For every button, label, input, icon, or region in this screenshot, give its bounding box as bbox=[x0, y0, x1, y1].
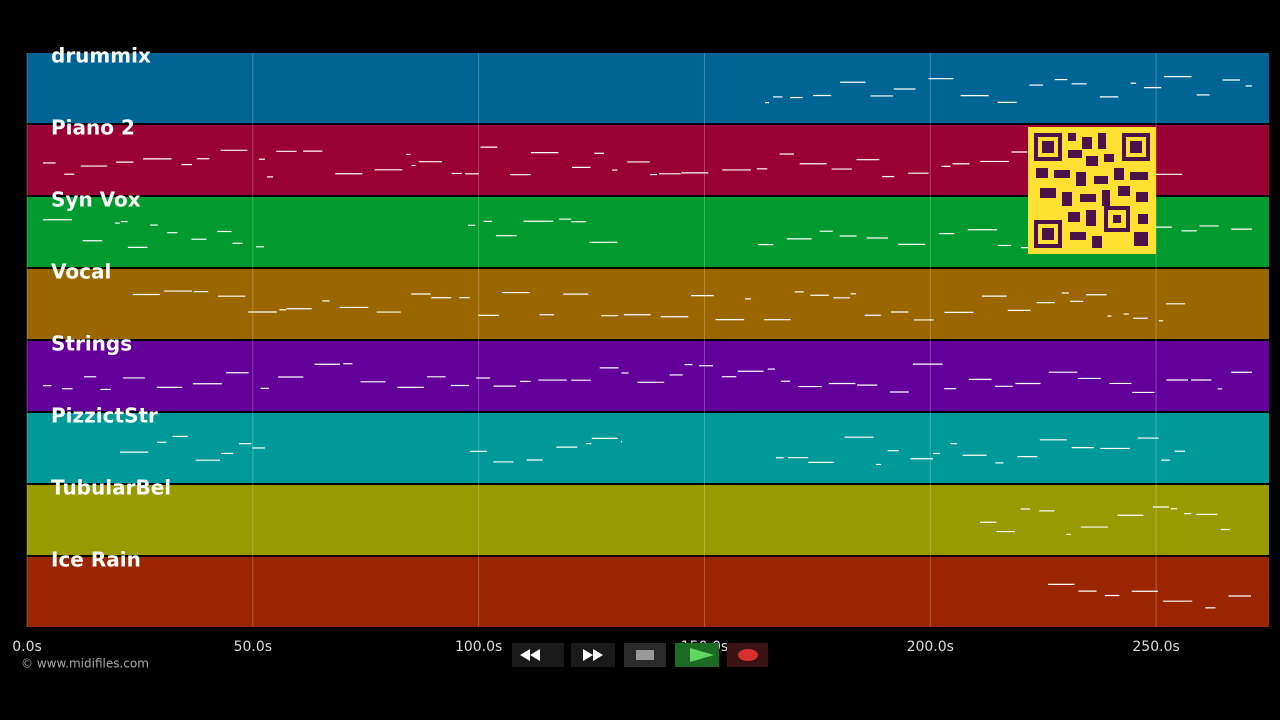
time-grid bbox=[26, 53, 1157, 627]
time-label: 100.0s bbox=[455, 639, 502, 655]
track-name: Vocal bbox=[51, 260, 111, 284]
track-name: TubularBel bbox=[51, 476, 171, 500]
track-lane bbox=[27, 413, 1269, 483]
time-label: 250.0s bbox=[1132, 639, 1179, 655]
track-lane bbox=[27, 341, 1269, 411]
time-label: 0.0s bbox=[12, 639, 42, 655]
track-lane bbox=[27, 485, 1269, 555]
time-label: 50.0s bbox=[234, 639, 272, 655]
qr-code bbox=[1028, 127, 1156, 254]
track-lane bbox=[27, 557, 1269, 627]
track-name: drummix bbox=[51, 44, 151, 68]
time-label: 200.0s bbox=[907, 639, 954, 655]
track-names: drummix Piano 2 Syn Vox Vocal Strings Pizzict… bbox=[51, 44, 171, 572]
track-name: Piano 2 bbox=[51, 116, 135, 140]
record-button[interactable] bbox=[727, 643, 768, 667]
copyright: © www.midifiles.com bbox=[21, 657, 149, 671]
transport-controls bbox=[512, 643, 768, 667]
play-button[interactable] bbox=[675, 643, 719, 667]
track-lane bbox=[27, 53, 1269, 123]
track-name: Ice Rain bbox=[51, 548, 141, 572]
stop-button[interactable] bbox=[624, 643, 666, 667]
track-name: Strings bbox=[51, 332, 132, 356]
track-name: Syn Vox bbox=[51, 188, 141, 212]
track-name: PizzictStr bbox=[51, 404, 158, 428]
notes bbox=[43, 76, 1252, 609]
fast-forward-button[interactable] bbox=[571, 643, 615, 667]
track-lane bbox=[27, 269, 1269, 339]
rewind-button[interactable] bbox=[512, 643, 564, 667]
